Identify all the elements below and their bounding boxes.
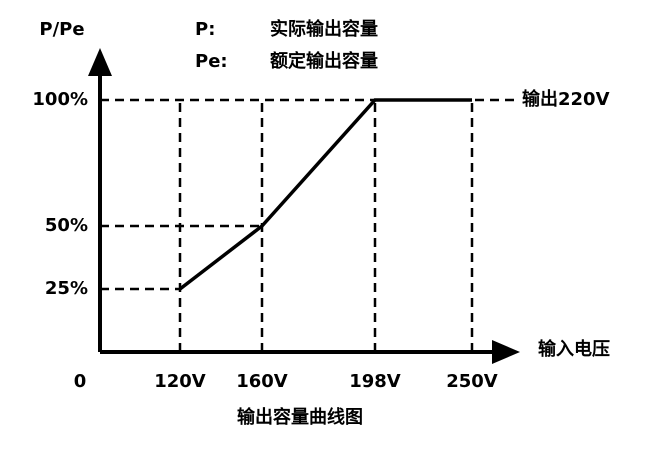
annotation: 输出220V [522,88,610,110]
caption: 输出容量曲线图 [237,406,363,428]
y-axis-label: P/Pe [39,19,84,40]
x-tick-label: 0 [74,371,87,392]
y-tick-label: 100% [32,89,88,110]
legend-key: Pe: [195,51,228,72]
x-tick-label: 250V [446,371,498,392]
legend-key: P: [195,19,215,40]
legend-text: 实际输出容量 [270,18,378,40]
x-tick-label: 120V [154,371,206,392]
x-arrow [492,340,520,364]
y-tick-label: 25% [45,278,88,299]
data-line [178,98,472,291]
x-tick-label: 198V [349,371,401,392]
y-arrow [88,48,112,76]
x-tick-label: 160V [236,371,288,392]
y-tick-label: 50% [45,215,88,236]
x-axis-label: 输入电压 [538,338,610,360]
legend-text: 额定输出容量 [270,50,378,72]
